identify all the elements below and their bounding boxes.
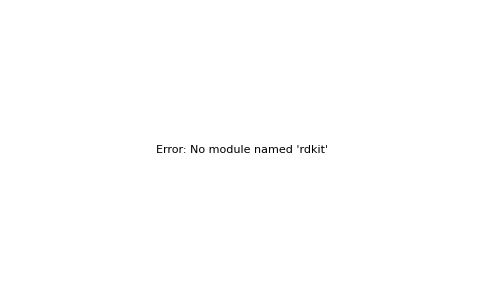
Text: Error: No module named 'rdkit': Error: No module named 'rdkit'	[156, 145, 328, 155]
